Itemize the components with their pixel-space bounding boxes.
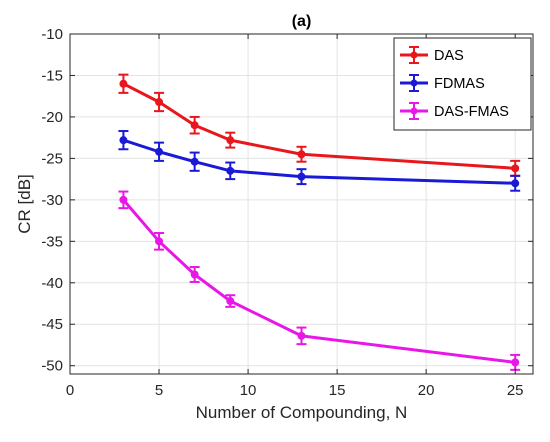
- y-tick-label: -25: [41, 150, 63, 167]
- data-point: [119, 79, 128, 88]
- legend-item-fdmas[interactable]: FDMAS: [400, 74, 485, 92]
- data-point: [190, 157, 199, 166]
- legend-label: FDMAS: [434, 76, 485, 92]
- data-point: [297, 172, 306, 181]
- data-point: [190, 121, 199, 130]
- data-point: [297, 331, 306, 340]
- y-tick-label: -50: [41, 358, 63, 375]
- series-line: [122, 138, 516, 185]
- data-point: [226, 136, 235, 145]
- x-tick-label: 5: [155, 382, 163, 399]
- x-tick-label: 20: [418, 382, 435, 399]
- y-tick-label: -40: [41, 275, 63, 292]
- legend-marker: [410, 51, 418, 59]
- plot-frame: [69, 33, 534, 375]
- y-tick-label: -45: [41, 316, 63, 333]
- y-tick-label: -15: [41, 67, 63, 84]
- data-point: [119, 136, 128, 145]
- x-tick-label: 15: [329, 382, 346, 399]
- data-point: [511, 358, 520, 367]
- data-point: [155, 237, 164, 246]
- y-axis-label: CR [dB]: [15, 174, 34, 234]
- legend-label: DAS-FMAS: [434, 104, 509, 120]
- data-point: [511, 179, 520, 188]
- legend[interactable]: DAS FDMAS DAS-FMAS: [393, 37, 532, 131]
- series-layer: [118, 73, 521, 371]
- legend-item-das-fmas[interactable]: DAS-FMAS: [400, 102, 509, 120]
- y-tick-label: -20: [41, 109, 63, 126]
- data-point: [226, 166, 235, 175]
- series-fdmas: [118, 130, 521, 192]
- legend-label: DAS: [434, 48, 464, 64]
- y-tick-label: -35: [41, 233, 63, 250]
- series-line: [122, 82, 516, 170]
- data-point: [190, 270, 199, 279]
- x-tick-label: 0: [66, 382, 74, 399]
- legend-item-das[interactable]: DAS: [400, 46, 464, 64]
- data-point: [297, 150, 306, 159]
- legend-marker: [410, 79, 418, 87]
- legend-marker: [410, 107, 418, 115]
- x-tick-label: 10: [240, 382, 257, 399]
- x-tick-label: 25: [507, 382, 524, 399]
- chart-title: (a): [292, 13, 312, 30]
- ticks: 0 5 10 15 20 25 -10 -15 -20 -25 -30 -35 -40 -45 -50: [41, 26, 533, 399]
- series-line: [122, 198, 516, 364]
- y-tick-label: -30: [41, 192, 63, 209]
- series-das: [118, 73, 521, 177]
- data-point: [226, 297, 235, 306]
- data-point: [511, 164, 520, 173]
- data-point: [119, 195, 128, 204]
- series-das-fmas: [118, 190, 521, 371]
- x-axis-label: Number of Compounding, N: [196, 403, 408, 422]
- y-tick-label: -10: [41, 26, 63, 43]
- data-point: [155, 98, 164, 106]
- data-point: [155, 147, 164, 156]
